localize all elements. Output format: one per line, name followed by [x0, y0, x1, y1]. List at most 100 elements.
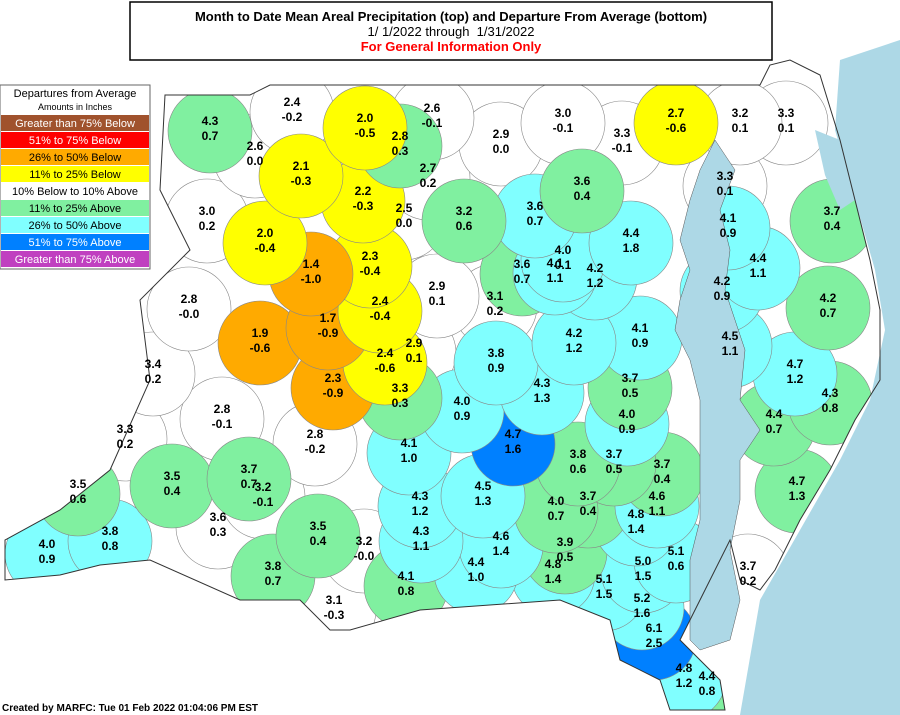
precip-label: 4.3: [412, 489, 429, 503]
legend-swatch: [1, 115, 149, 131]
precip-label: 3.6: [527, 199, 544, 213]
departure-label: 0.4: [310, 534, 327, 548]
departure-label: -0.3: [353, 199, 374, 213]
legend-subtitle: Amounts in Inches: [38, 102, 113, 112]
departure-label: 1.0: [468, 570, 485, 584]
precip-label: 4.8: [545, 557, 562, 571]
precip-label: 1.4: [303, 257, 320, 271]
departure-label: -0.3: [324, 608, 345, 622]
precip-label: 4.3: [534, 376, 551, 390]
departure-label: -0.1: [422, 116, 443, 130]
region: [146, 266, 232, 352]
departure-label: 0.4: [654, 472, 671, 486]
precip-label: 1.7: [320, 311, 337, 325]
legend-label: Greater than 75% Below: [15, 118, 135, 130]
precip-label: 4.0: [39, 537, 56, 551]
precip-label: 4.3: [202, 114, 219, 128]
departure-label: 1.2: [412, 504, 429, 518]
departure-label: 0.6: [70, 492, 87, 506]
departure-label: 0.9: [632, 336, 649, 350]
departure-label: 1.1: [722, 344, 739, 358]
precip-label: 2.6: [424, 101, 441, 115]
precip-label: 4.5: [475, 479, 492, 493]
note: For General Information Only: [361, 39, 542, 54]
precip-label: 4.6: [493, 529, 510, 543]
departure-label: 0.9: [39, 552, 56, 566]
precip-label: 2.7: [668, 106, 685, 120]
legend: Departures from Average Amounts in Inche…: [0, 84, 151, 270]
region: [539, 148, 625, 234]
land-outline: [4, 59, 881, 711]
precip-label: 2.8: [214, 402, 231, 416]
precip-label: 5.1: [596, 572, 613, 586]
legend-swatch: [1, 132, 149, 148]
departure-label: 0.2: [420, 176, 437, 190]
departure-label: 0.8: [398, 584, 415, 598]
legend-label: Greater than 75% Above: [15, 254, 135, 266]
precip-label: 3.3: [778, 106, 795, 120]
title: Month to Date Mean Areal Precipitation (…: [195, 9, 707, 24]
precip-label: 3.8: [488, 346, 505, 360]
legend-title: Departures from Average: [14, 88, 137, 100]
precip-label: 3.3: [392, 381, 409, 395]
legend-swatch: [1, 234, 149, 250]
precip-label: 4.2: [714, 274, 731, 288]
legend-swatch: [1, 183, 149, 199]
departure-label: 1.5: [596, 587, 613, 601]
precip-label: 3.4: [145, 357, 162, 371]
departure-label: 1.2: [676, 676, 693, 690]
departure-label: 0.8: [822, 401, 839, 415]
precip-label: 2.5: [396, 201, 413, 215]
precip-label: 3.7: [606, 447, 623, 461]
precip-label: 4.8: [676, 661, 693, 675]
legend-label: 51% to 75% Below: [29, 135, 121, 147]
precip-label: 5.1: [668, 544, 685, 558]
title-box: [129, 1, 773, 61]
departure-label: 0.3: [392, 144, 409, 158]
precip-label: 2.6: [247, 139, 264, 153]
precip-label: 4.2: [566, 326, 583, 340]
precip-label: 2.9: [493, 127, 510, 141]
precip-label: 2.2: [355, 184, 372, 198]
departure-label: 0.4: [580, 504, 597, 518]
departure-label: 0.1: [555, 258, 572, 272]
precip-label: 3.5: [70, 477, 87, 491]
departure-label: 0.9: [454, 409, 471, 423]
precip-label: 2.0: [257, 226, 274, 240]
precip-label: 4.1: [632, 321, 649, 335]
departure-label: 0.0: [247, 154, 264, 168]
precip-label: 4.1: [547, 256, 564, 270]
precip-label: 4.8: [628, 507, 645, 521]
precip-label: 3.7: [740, 559, 757, 573]
departure-label: -0.0: [179, 307, 200, 321]
departure-label: 2.5: [646, 636, 663, 650]
chesapeake-bay: [674, 139, 761, 651]
precip-label: 4.7: [787, 357, 804, 371]
precip-label: 3.8: [570, 447, 587, 461]
departure-label: 0.2: [199, 219, 216, 233]
departure-label: 0.4: [164, 484, 181, 498]
departure-label: 0.9: [720, 226, 737, 240]
departure-label: -0.1: [612, 141, 633, 155]
precip-label: 3.2: [356, 534, 373, 548]
departure-label: -0.6: [375, 361, 396, 375]
departure-label: 1.1: [413, 539, 430, 553]
precip-label: 3.3: [117, 422, 134, 436]
legend-label: 26% to 50% Below: [29, 152, 121, 164]
precip-label: 4.1: [720, 211, 737, 225]
departure-label: 1.3: [534, 391, 551, 405]
precip-label: 4.4: [623, 226, 640, 240]
precip-label: 4.5: [722, 329, 739, 343]
departure-label: 1.1: [547, 271, 564, 285]
precip-label: 4.2: [587, 261, 604, 275]
precip-label: 4.4: [750, 251, 767, 265]
departure-label: 0.2: [145, 372, 162, 386]
precip-label: 4.1: [398, 569, 415, 583]
departure-label: -0.2: [282, 110, 303, 124]
departure-label: 0.6: [668, 559, 685, 573]
precip-label: 3.2: [255, 480, 272, 494]
legend-swatch: [1, 149, 149, 165]
precip-label: 4.3: [413, 524, 430, 538]
departure-label: 1.8: [623, 241, 640, 255]
precip-label: 4.0: [454, 394, 471, 408]
